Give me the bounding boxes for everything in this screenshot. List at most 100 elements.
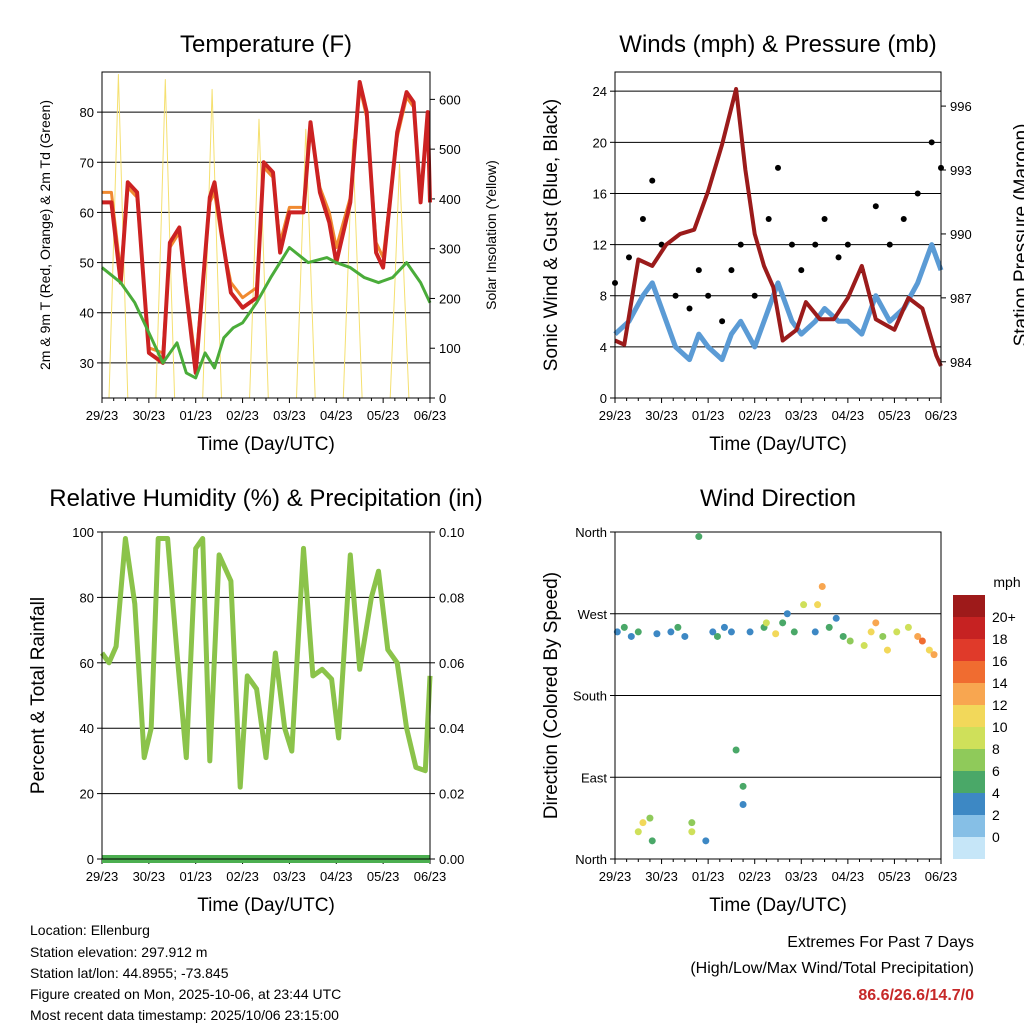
winds-ytick-label: 0 (600, 391, 607, 406)
winds-xtick-label: 29/23 (599, 408, 632, 423)
humidity-y2tick-label: 0.08 (439, 590, 464, 605)
direction-point (883, 646, 891, 654)
winds-gust-point (812, 241, 819, 248)
temperature-ytick-label: 30 (80, 356, 94, 371)
temperature-frame (101, 71, 431, 399)
direction-point (872, 619, 880, 627)
direction-point (627, 632, 635, 640)
direction-point (720, 623, 728, 631)
wind_direction-ytick-label: West (578, 607, 608, 622)
winds-ytick-label: 24 (593, 84, 607, 99)
wind_direction-xtick-label: 05/23 (878, 869, 911, 884)
direction-point (713, 632, 721, 640)
direction-point (639, 819, 647, 827)
temperature-xlabel: Time (Day/UTC) (197, 434, 335, 455)
winds-gust-point (625, 254, 632, 261)
humidity-xtick-label: 04/23 (320, 869, 353, 884)
colorbar-label: 20+ (992, 609, 1016, 625)
wind_direction-frame (614, 531, 942, 860)
winds-gust-point (900, 216, 907, 223)
humidity-xtick-label: 05/23 (367, 869, 400, 884)
temperature-title: Temperature (F) (180, 31, 352, 58)
humidity-ytick-label: 60 (80, 656, 94, 671)
temperature-y2tick-label: 500 (439, 142, 461, 157)
info-latlon: Station lat/lon: 44.8955; -73.845 (30, 965, 229, 981)
colorbar-label: 10 (992, 719, 1008, 735)
humidity-xtick-label: 29/23 (86, 869, 119, 884)
temperature-ytick-label: 60 (80, 205, 94, 220)
winds-gust-point (719, 318, 726, 325)
direction-point (702, 837, 710, 845)
temperature-ytick-label: 80 (80, 105, 94, 120)
humidity-xlabel: Time (Day/UTC) (197, 895, 335, 916)
direction-point (772, 630, 780, 638)
direction-point (653, 630, 661, 638)
temperature-xtick-label: 02/23 (226, 408, 259, 423)
direction-point (674, 623, 682, 631)
humidity-xtick-label: 01/23 (179, 869, 212, 884)
temperature-y2tick-label: 600 (439, 92, 461, 107)
colorbar-swatch (953, 683, 985, 705)
temperature-y2tick-label: 400 (439, 192, 461, 207)
temperature-y2label: Solar Insolation (Yellow) (483, 160, 499, 310)
winds-xtick-label: 05/23 (878, 408, 911, 423)
info-created: Figure created on Mon, 2025-10-06, at 23… (30, 986, 342, 1002)
humidity-xtick-label: 03/23 (273, 869, 306, 884)
colorbar-swatch (953, 749, 985, 771)
winds-gust-point (844, 241, 851, 248)
direction-point (688, 828, 696, 836)
extremes-values: 86.6/26.6/14.7/0 (858, 987, 974, 1004)
winds-gust-point (639, 216, 646, 223)
temperature-series-3 (108, 74, 410, 399)
direction-point (695, 533, 703, 541)
temperature-xtick-label: 29/23 (86, 408, 119, 423)
wind_direction-xtick-label: 29/23 (599, 869, 632, 884)
direction-point (930, 651, 938, 659)
direction-point (620, 623, 628, 631)
colorbar-swatch (953, 661, 985, 683)
temperature-series-2 (101, 246, 432, 380)
temperature-xtick-label: 06/23 (414, 408, 447, 423)
temperature-ylabel: 2m & 9m T (Red, Orange) & 2m Td (Green) (37, 100, 53, 370)
wind_direction-xtick-label: 06/23 (925, 869, 958, 884)
wind_direction-ytick-label: South (573, 689, 607, 704)
direction-point (867, 628, 875, 636)
winds-gust-point (775, 164, 781, 171)
direction-point (739, 782, 747, 790)
humidity-ylabel: Percent & Total Rainfall (28, 597, 49, 794)
direction-point (739, 801, 747, 808)
colorbar-label: 14 (992, 675, 1008, 691)
humidity-ytick-label: 80 (80, 590, 94, 605)
humidity-ytick-label: 20 (80, 787, 94, 802)
direction-point (790, 628, 798, 636)
temperature-ytick-label: 40 (80, 306, 94, 321)
winds-y2label: Station Pressure (Maroon) (1011, 124, 1024, 347)
winds-gust-point (751, 292, 758, 299)
winds-xlabel: Time (Day/UTC) (709, 434, 847, 455)
humidity-y2tick-label: 0.04 (439, 721, 464, 736)
wind_direction-xtick-label: 02/23 (738, 869, 771, 884)
direction-point (839, 632, 847, 640)
temperature-ytick-label: 50 (80, 256, 94, 271)
winds-xtick-label: 04/23 (832, 408, 865, 423)
winds-ytick-label: 20 (593, 135, 607, 150)
wind_direction-title: Wind Direction (700, 485, 856, 512)
winds-y2tick-label: 993 (950, 163, 972, 178)
direction-point (918, 637, 926, 645)
temperature-y2tick-label: 300 (439, 242, 461, 257)
wind_direction-xtick-label: 04/23 (832, 869, 865, 884)
winds-y2tick-label: 990 (950, 227, 972, 242)
temperature-xtick-label: 04/23 (320, 408, 353, 423)
direction-point (925, 646, 933, 654)
colorbar-label: 2 (992, 807, 1000, 823)
direction-point (732, 746, 740, 754)
direction-point (818, 583, 826, 590)
temperature-xtick-label: 30/23 (133, 408, 166, 423)
humidity-xtick-label: 30/23 (133, 869, 166, 884)
humidity-title: Relative Humidity (%) & Precipitation (i… (49, 485, 482, 512)
direction-point (860, 642, 868, 650)
winds-xtick-label: 03/23 (785, 408, 818, 423)
colorbar-swatch (953, 771, 985, 793)
wind_direction-ylabel: Direction (Colored By Speed) (541, 572, 562, 819)
